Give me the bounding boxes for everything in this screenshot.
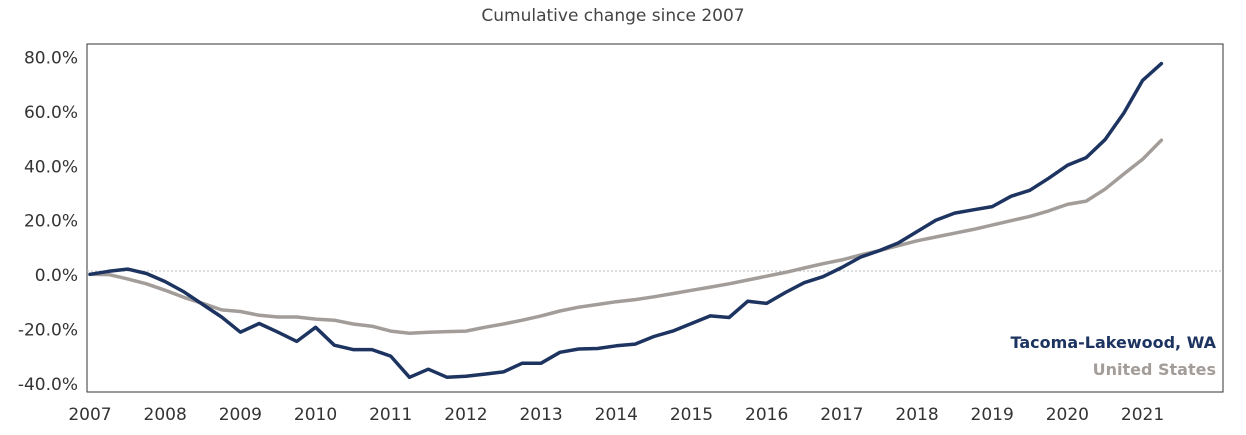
x-tick-label: 2010 [294, 405, 337, 425]
x-tick-label: 2020 [1046, 405, 1089, 425]
x-tick-label: 2007 [68, 405, 111, 425]
y-tick-label: 20.0% [24, 212, 78, 232]
x-tick-label: 2011 [369, 405, 412, 425]
x-tick-label: 2016 [745, 405, 788, 425]
legend-entry: Tacoma-Lakewood, WA [1011, 333, 1217, 352]
x-tick-label: 2013 [519, 405, 562, 425]
x-tick-label: 2008 [144, 405, 187, 425]
x-tick-label: 2019 [971, 405, 1014, 425]
legend-entry: United States [1093, 360, 1216, 379]
series-line-tacoma-lakewood-wa [88, 61, 1164, 380]
series-line-united-states [88, 138, 1164, 336]
chart-title: Cumulative change since 2007 [481, 6, 745, 26]
y-tick-label: 80.0% [24, 49, 78, 69]
y-tick-label: 60.0% [24, 103, 78, 123]
x-axis-ticks: 2007 2008 2009 2010 2011 2012 2013 2014 2015 2016… [68, 405, 1164, 425]
x-tick-label: 2017 [820, 405, 863, 425]
x-tick-label: 2018 [895, 405, 938, 425]
plot-frame [86, 43, 1224, 393]
y-axis-ticks: 80.0% 60.0% 40.0% 20.0% 0.0% -20.0% -40.0% [18, 49, 78, 395]
y-tick-label: 40.0% [24, 157, 78, 177]
x-tick-label: 2014 [595, 405, 638, 425]
y-tick-label: -20.0% [18, 320, 78, 340]
x-tick-label: 2015 [670, 405, 713, 425]
series-lines [88, 61, 1164, 380]
y-tick-label: 0.0% [35, 266, 78, 286]
x-tick-label: 2009 [219, 405, 262, 425]
legend: Tacoma-Lakewood, WA United States [1011, 333, 1217, 379]
x-tick-label: 2021 [1121, 405, 1164, 425]
x-tick-label: 2012 [444, 405, 487, 425]
y-tick-label: -40.0% [18, 375, 78, 395]
